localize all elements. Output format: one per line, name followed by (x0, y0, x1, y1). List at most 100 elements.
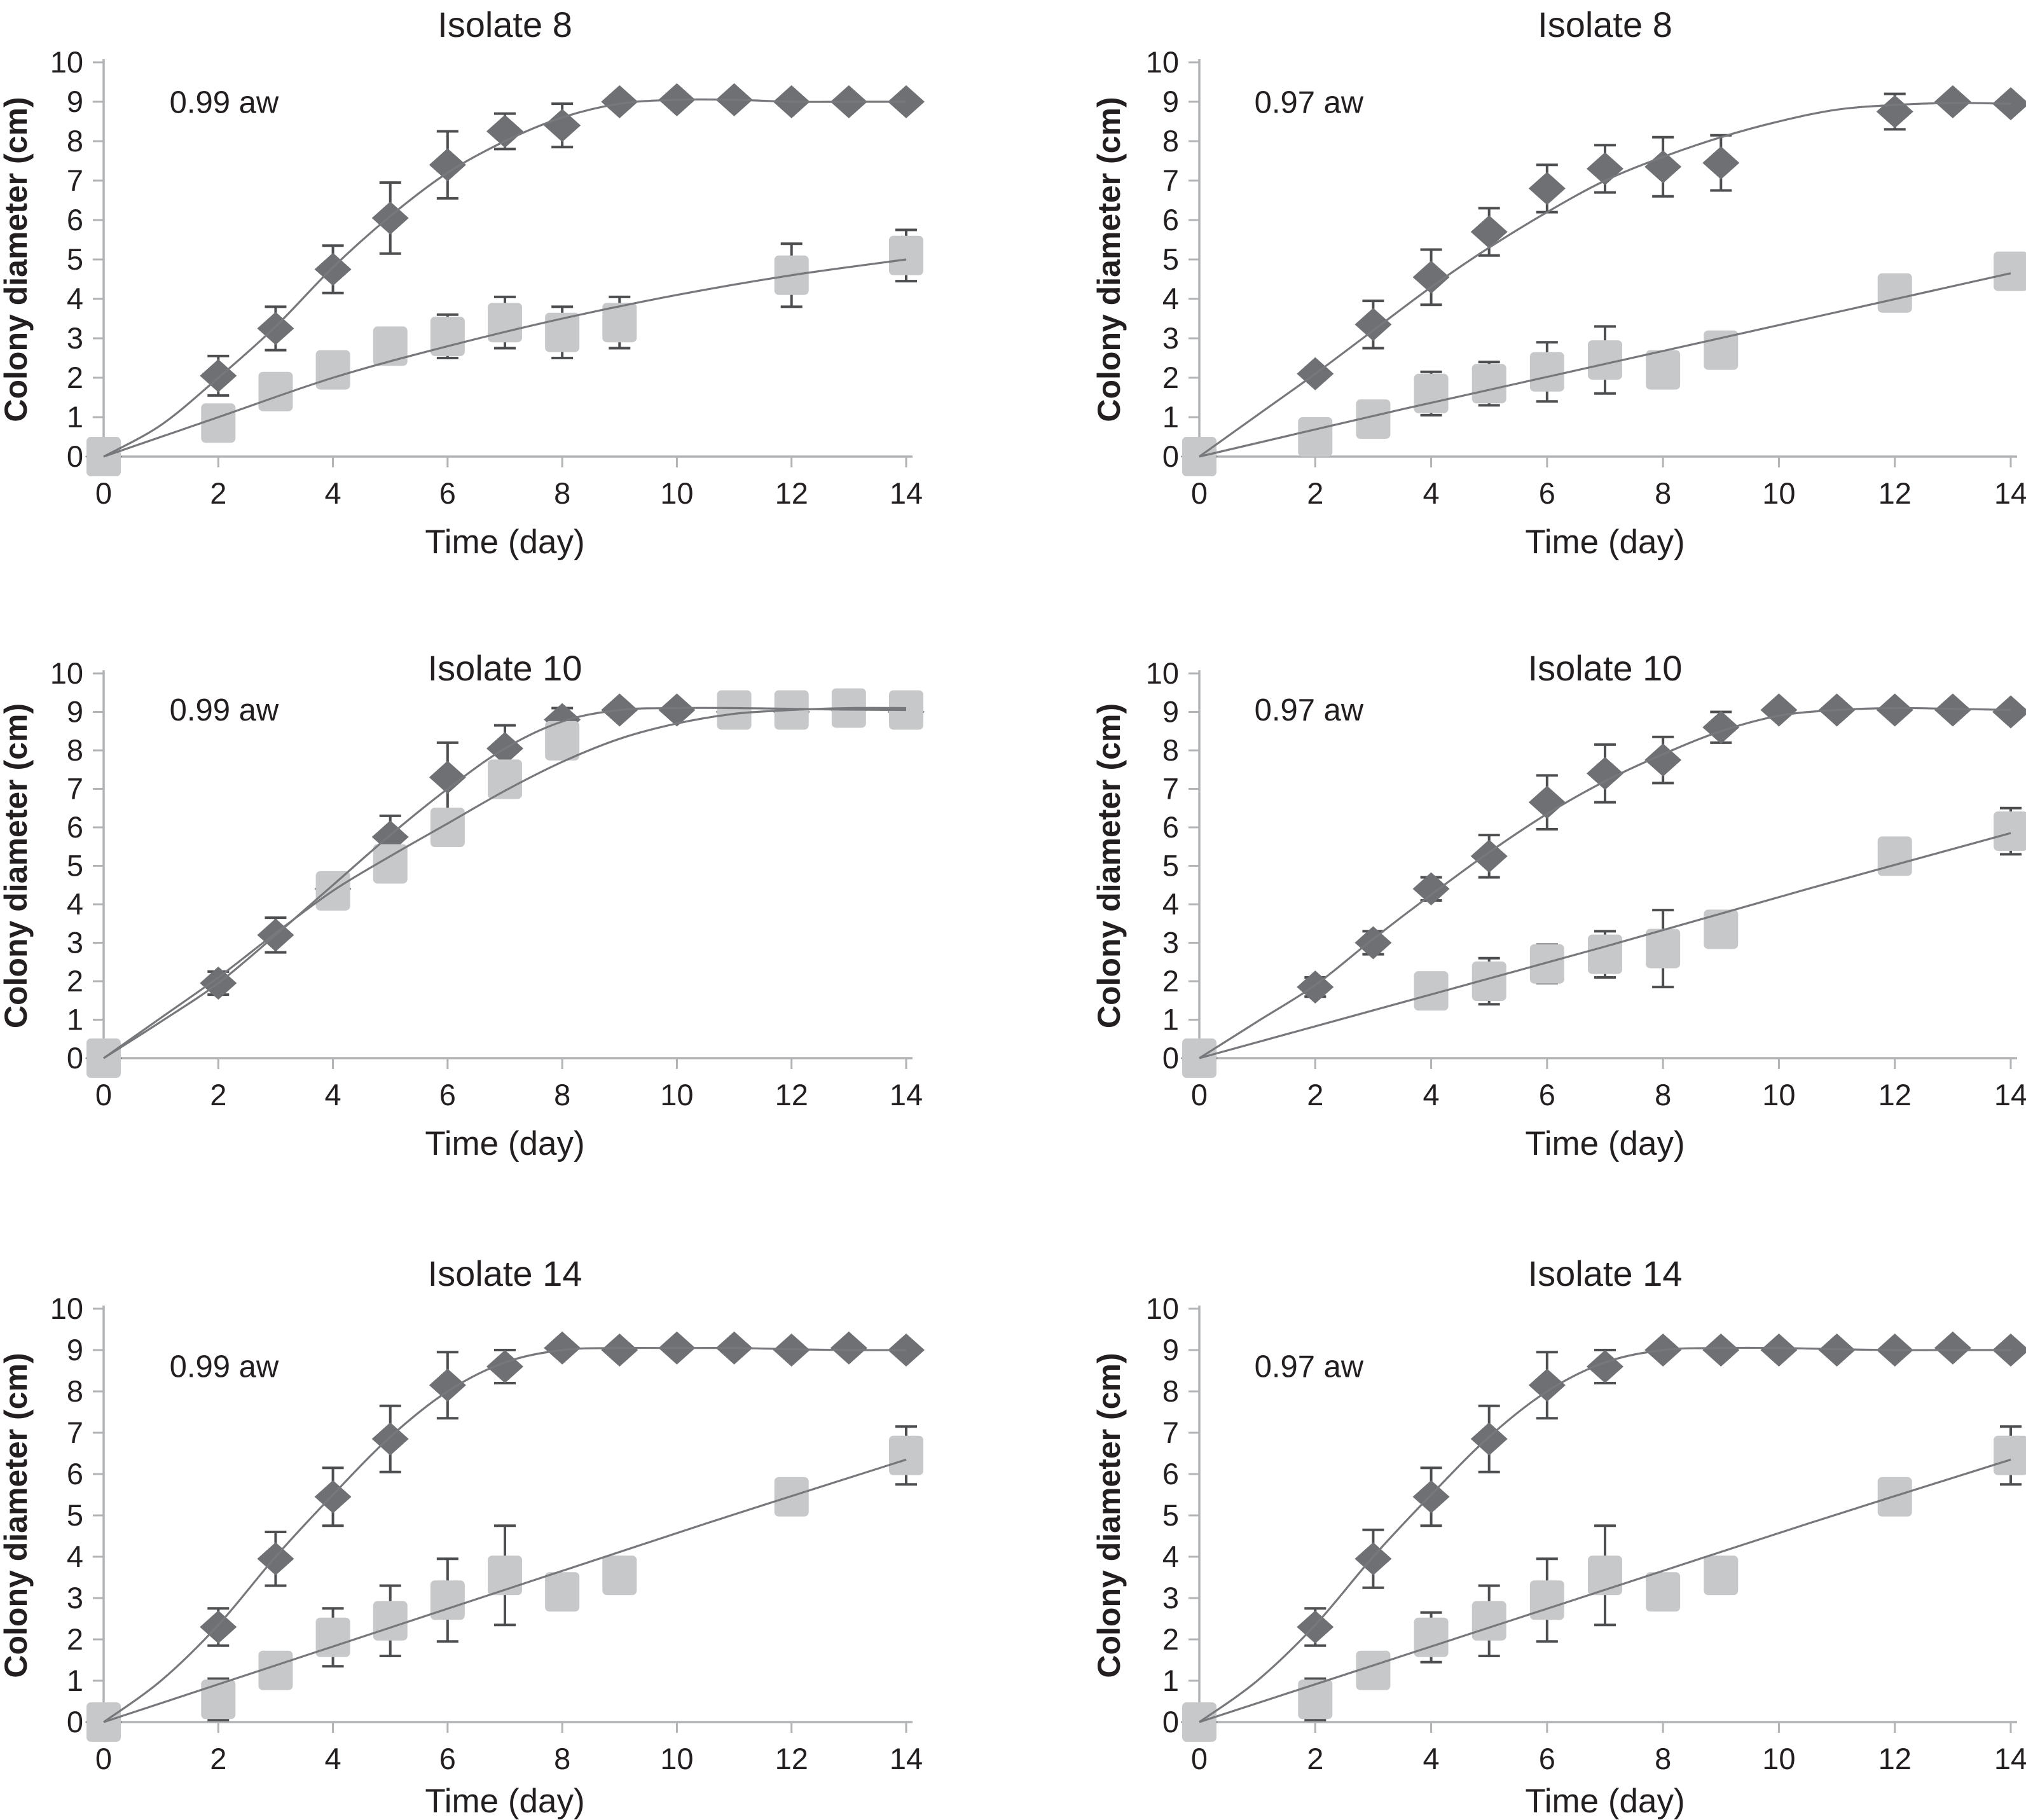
square-marker (1646, 928, 1681, 969)
y-tick-label: 9 (67, 695, 83, 729)
panel-title: Isolate 10 (428, 648, 582, 688)
chart-panel-isolate10-097aw: 0 1 2 3 4 5 6 7 8 9 10 0 2 4 6 8 10 12 14 Isolate 10 0.97 aw… (1013, 607, 2026, 1213)
diamond-marker (486, 114, 523, 148)
x-axis-label: Time (day) (425, 523, 584, 561)
diamond-marker (1528, 785, 1566, 819)
diamond-marker (1354, 308, 1392, 341)
y-tick-label: 10 (1146, 45, 1179, 79)
panel-title: Isolate 14 (1528, 1253, 1683, 1293)
y-tick-label: 4 (67, 1540, 83, 1573)
y-tick-label: 4 (1162, 282, 1179, 315)
y-tick-label: 10 (50, 1292, 83, 1325)
chart-panel-isolate8-099aw: 0 1 2 3 4 5 6 7 8 9 10 0 2 4 6 8 10 12 14 Isolate 8 0.99 aw C… (0, 0, 1013, 607)
y-tick-label: 7 (67, 1416, 83, 1449)
x-tick-label: 6 (1539, 476, 1555, 510)
square-marker (1877, 273, 1912, 313)
square-marker (488, 1555, 522, 1596)
square-series (86, 1425, 923, 1742)
square-marker (1646, 350, 1681, 390)
y-tick-label: 0 (67, 1041, 83, 1075)
y-tick-label: 0 (67, 1705, 83, 1739)
square-marker (488, 303, 522, 343)
fit-curve (1199, 1458, 2011, 1723)
square-marker (1588, 340, 1622, 380)
x-axis-label: Time (day) (1525, 1125, 1685, 1162)
diamond-marker (1297, 1610, 1334, 1644)
y-tick-label: 0 (1162, 1041, 1179, 1075)
x-tick-label: 8 (1655, 1742, 1671, 1775)
square-marker (201, 1679, 236, 1720)
x-tick-label: 0 (95, 1078, 112, 1112)
x-tick-label: 0 (1191, 1078, 1208, 1112)
x-tick-label: 14 (1994, 476, 2026, 510)
square-marker (315, 1617, 350, 1657)
x-tick-label: 8 (1655, 476, 1671, 510)
x-tick-label: 4 (1423, 1742, 1440, 1775)
fit-curve (103, 707, 907, 1059)
square-series (86, 228, 923, 476)
panel-annotation: 0.99 aw (170, 693, 279, 727)
diamond-marker (429, 1368, 466, 1402)
x-tick-label: 12 (775, 1742, 808, 1775)
square-marker (430, 1580, 465, 1620)
fit-curve (103, 707, 907, 1059)
diamond-marker (1528, 172, 1566, 205)
fit-curve (1199, 272, 2011, 458)
y-tick-label: 6 (67, 203, 83, 237)
y-tick-label: 5 (1162, 849, 1179, 883)
square-marker (1994, 1435, 2026, 1475)
square-marker (1994, 251, 2026, 291)
square-marker (1471, 1601, 1506, 1641)
diamond-marker (1702, 146, 1740, 180)
square-marker (430, 316, 465, 356)
x-tick-label: 6 (439, 476, 456, 510)
square-marker (1414, 1617, 1449, 1657)
square-marker (1588, 934, 1622, 974)
y-tick-label: 2 (1162, 361, 1179, 394)
square-marker (1298, 417, 1333, 457)
square-marker (1298, 1679, 1333, 1720)
diamond-marker (544, 1331, 581, 1365)
x-axis-label: Time (day) (425, 1125, 584, 1162)
x-tick-label: 10 (660, 476, 693, 510)
x-tick-label: 2 (210, 1078, 226, 1112)
square-marker (545, 720, 580, 761)
diamond-marker (1760, 693, 1798, 727)
diamond-marker (1470, 215, 1508, 249)
diamond-marker (1412, 1480, 1450, 1513)
y-tick-label: 6 (1162, 810, 1179, 844)
y-tick-label: 4 (67, 282, 83, 315)
y-axis-label: Colony diameter (cm) (1091, 1353, 1127, 1678)
square-series (1182, 1425, 2026, 1742)
x-tick-label: 10 (660, 1078, 693, 1112)
diamond-marker (1876, 95, 1913, 128)
diamond-marker (1702, 1334, 1740, 1367)
y-tick-label: 10 (50, 45, 83, 79)
chart-panel-isolate14-097aw: 0 1 2 3 4 5 6 7 8 9 10 0 2 4 6 8 10 12 14 Isolate 14 0.97 aw… (1013, 1213, 2026, 1820)
diamond-marker (486, 1350, 523, 1383)
diamond-marker (601, 85, 638, 118)
diamond-marker (1470, 839, 1508, 873)
y-tick-label: 2 (1162, 964, 1179, 998)
x-tick-label: 8 (554, 1078, 570, 1112)
y-tick-label: 6 (1162, 203, 1179, 237)
square-series (1182, 806, 2026, 1078)
y-tick-label: 10 (1146, 656, 1179, 690)
panel-title: Isolate 10 (1528, 648, 1683, 688)
square-marker (373, 1601, 408, 1641)
square-marker (1877, 836, 1912, 876)
square-marker (488, 759, 522, 799)
x-tick-label: 0 (1191, 1742, 1208, 1775)
diamond-series (1181, 693, 2026, 1075)
fit-curve (1199, 832, 2011, 1059)
y-tick-label: 5 (1162, 242, 1179, 276)
square-marker (430, 808, 465, 847)
y-tick-label: 9 (1162, 85, 1179, 118)
x-tick-label: 10 (1762, 1078, 1795, 1112)
x-tick-label: 12 (1878, 1078, 1912, 1112)
